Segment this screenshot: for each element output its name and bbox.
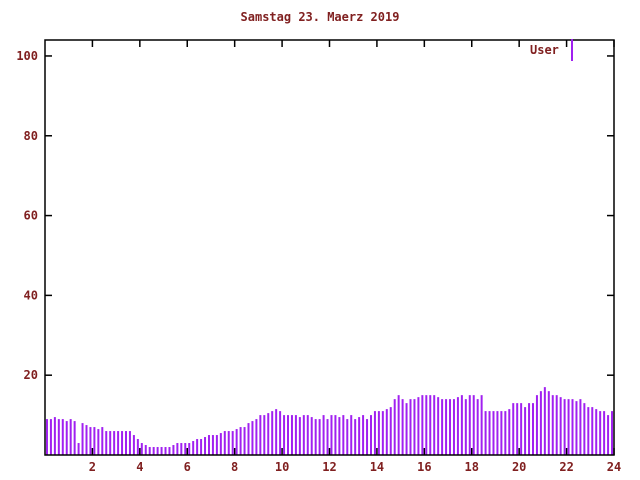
y-tick-label: 20 (24, 368, 38, 382)
legend-label: User (530, 43, 559, 57)
x-tick-label: 8 (231, 460, 238, 474)
legend-series-sample (571, 39, 573, 61)
x-tick-label: 16 (417, 460, 431, 474)
plot-border (44, 39, 615, 456)
x-tick-label: 18 (465, 460, 479, 474)
x-tick-label: 24 (607, 460, 621, 474)
legend: User (530, 39, 573, 61)
y-tick-label: 60 (24, 209, 38, 223)
y-tick-label: 80 (24, 129, 38, 143)
y-tick-label: 40 (24, 288, 38, 302)
x-tick-label: 20 (512, 460, 526, 474)
x-tick-label: 6 (184, 460, 191, 474)
y-tick-label: 100 (16, 49, 38, 63)
x-tick-label: 4 (136, 460, 143, 474)
x-tick-label: 14 (370, 460, 384, 474)
x-tick-label: 10 (275, 460, 289, 474)
x-tick-label: 2 (89, 460, 96, 474)
x-tick-label: 22 (559, 460, 573, 474)
x-tick-label: 12 (322, 460, 336, 474)
chart-title: Samstag 23. Maerz 2019 (240, 10, 400, 24)
